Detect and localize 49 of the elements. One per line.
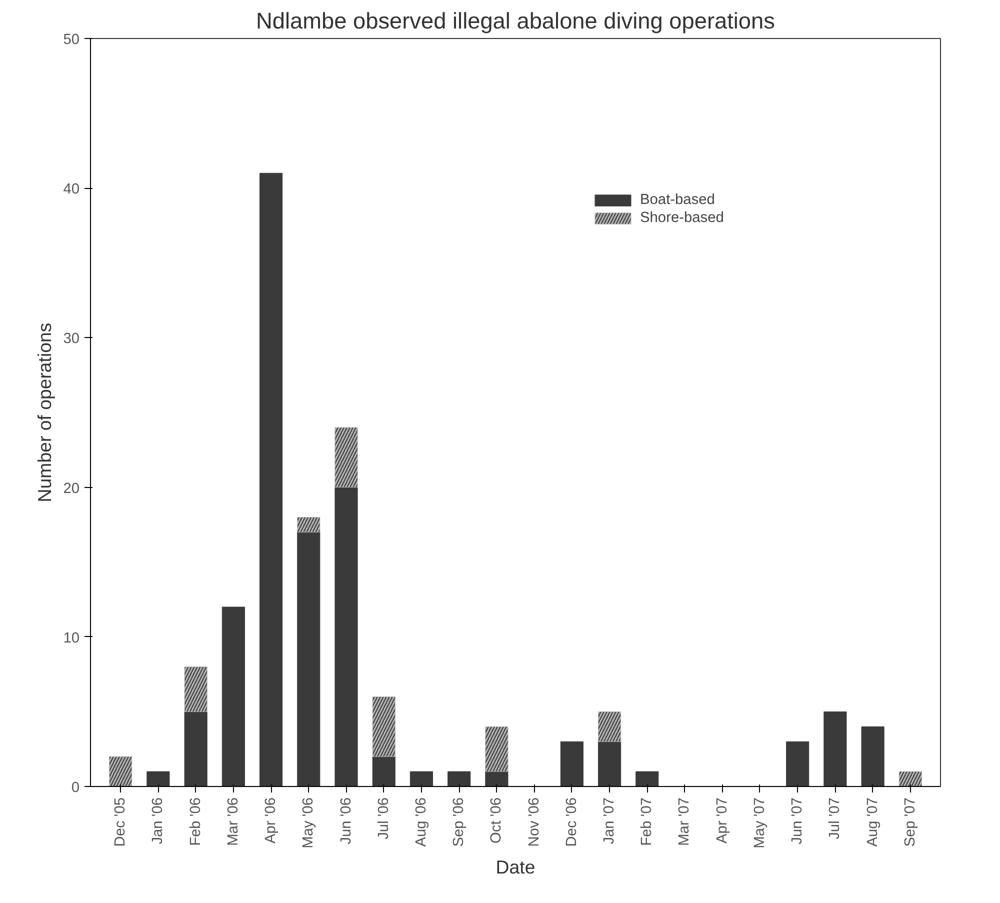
x-tick-label: Jan '06 [150,797,166,844]
y-tick-label: 0 [71,780,80,796]
x-tick-label: Apr '07 [714,797,730,844]
bar [372,756,396,786]
legend-label: Shore-based [640,210,724,226]
x-tick-label: Feb '07 [639,797,656,846]
x-tick-label: Mar '06 [225,797,242,846]
x-tick-label: Jul '07 [827,797,844,840]
y-tick-label: 20 [63,480,80,497]
y-tick-label: 30 [63,331,80,348]
x-tick-label: Nov '06 [526,797,542,847]
bar [410,771,434,786]
bar [222,606,245,786]
bar [598,741,622,786]
legend-label: Boat-based [640,192,715,208]
chart-title: Ndlambe observed illegal abalone diving operations [256,8,775,34]
x-tick-label: Aug '07 [864,797,881,847]
y-tick-label: 40 [63,182,80,198]
x-tick-label: Feb '06 [188,797,204,846]
x-tick-label: Sep '07 [902,797,918,847]
x-tick-label: Apr '06 [263,797,280,844]
y-axis-title: Number of operations [34,322,56,502]
x-tick-label: Sep '06 [451,797,468,847]
x-tick-label: May '06 [300,797,317,848]
bar [448,771,471,786]
bar [824,711,847,786]
x-tick-label: May '07 [752,797,768,848]
bar [297,532,320,786]
x-tick-label: Jul '06 [376,797,392,840]
bar [260,172,283,786]
bar [636,771,659,786]
y-tick-label: 50 [63,32,80,48]
x-tick-label: Jun '07 [790,797,806,844]
x-tick-label: Dec '05 [112,797,129,847]
bar [184,711,208,786]
x-axis-title: Date [496,856,536,878]
bar [861,726,884,786]
bar [786,741,810,786]
x-tick-label: Dec '06 [564,797,580,847]
y-tick-label: 10 [63,630,80,646]
bar [560,741,584,786]
bar [485,771,508,786]
x-tick-label: Mar '07 [676,797,693,846]
bar [146,771,170,786]
x-tick-label: Oct '06 [488,797,505,844]
x-tick-label: Aug '06 [413,797,430,847]
x-tick-label: Jun '06 [338,797,354,844]
x-tick-label: Jan '07 [602,797,618,844]
bar [334,487,358,786]
